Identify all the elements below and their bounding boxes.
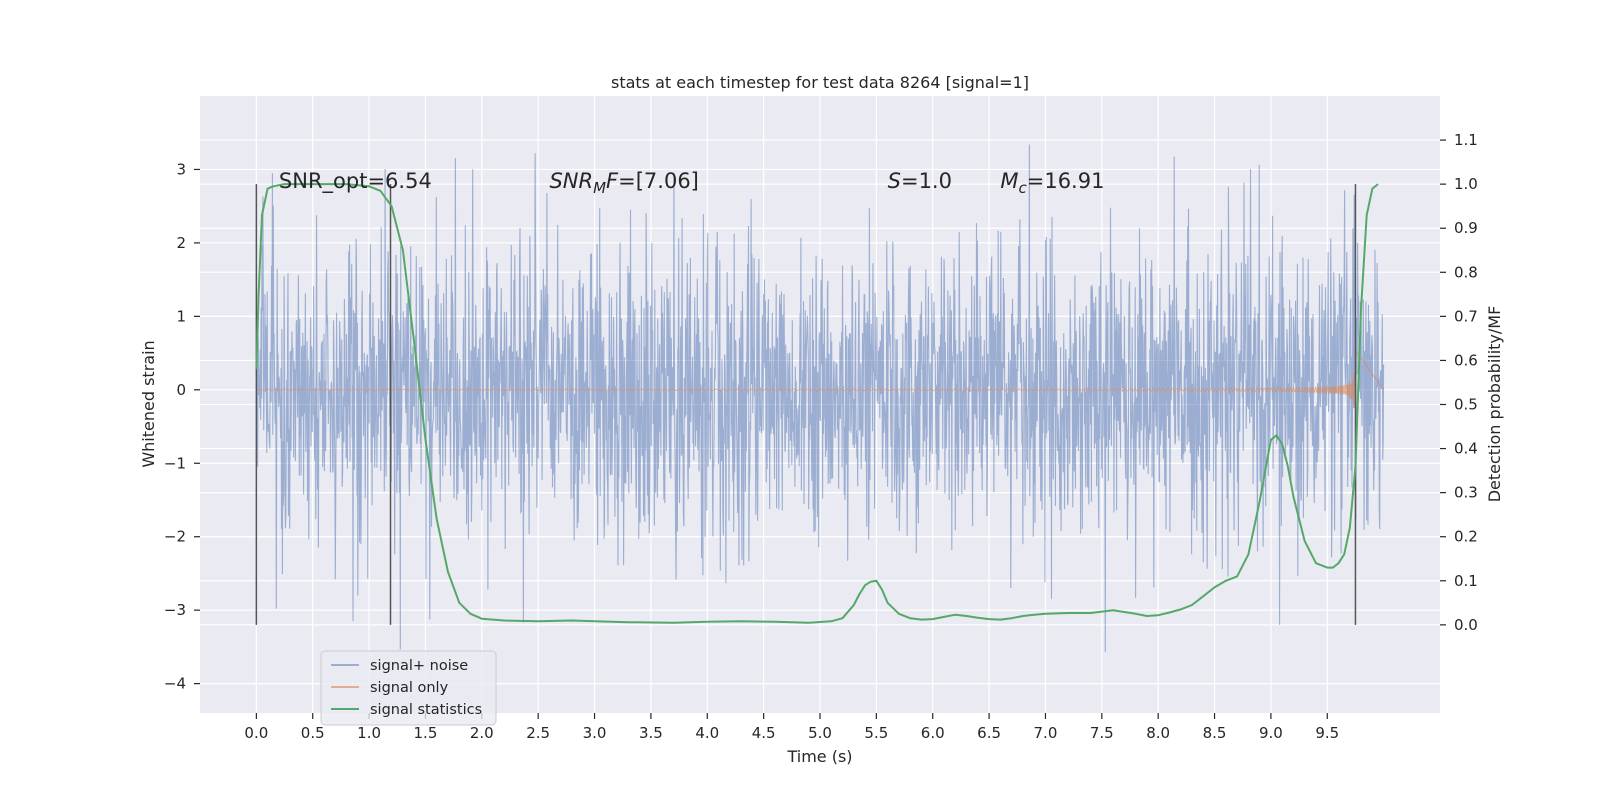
y-tick-label-right: 0.4 — [1454, 440, 1478, 458]
y-tick-label-right: 0.9 — [1454, 219, 1478, 237]
y-tick-label-right: 0.3 — [1454, 484, 1478, 502]
legend-box — [320, 650, 497, 726]
y-tick-label-left: 0 — [176, 381, 186, 399]
x-tick-label: 3.0 — [583, 724, 607, 742]
x-tick-label: 0.0 — [244, 724, 268, 742]
x-tick-label: 1.5 — [414, 724, 438, 742]
y-tick-label-right: 0.0 — [1454, 616, 1478, 634]
x-tick-label: 9.5 — [1315, 724, 1339, 742]
statistics-line — [255, 183, 1379, 624]
x-tick-label: 4.0 — [695, 724, 719, 742]
y-tick-label-right: 0.1 — [1454, 572, 1478, 590]
x-tick-label: 5.5 — [864, 724, 888, 742]
legend: signal+ noise signal only signal statist… — [320, 650, 497, 726]
annotations: SNR_opt=6.54 SNRMF=[7.06] S=1.0 Mc=16.91 — [279, 169, 1105, 197]
x-tick-label: 5.0 — [808, 724, 832, 742]
legend-label-signal-statistics: signal statistics — [370, 702, 482, 718]
y-tick-label-right: 0.2 — [1454, 528, 1478, 546]
x-tick-label: 6.0 — [921, 724, 945, 742]
x-tick-label: 7.0 — [1034, 724, 1058, 742]
y-tick-label-right: 0.7 — [1454, 307, 1478, 325]
x-tick-label: 6.5 — [977, 724, 1001, 742]
signal-only-series — [256, 349, 1385, 408]
noise-series — [255, 144, 1385, 653]
y-tick-label-left: 2 — [176, 234, 186, 252]
y-tick-label-left: −3 — [164, 601, 186, 619]
legend-label-signal-noise: signal+ noise — [370, 658, 468, 674]
x-tick-label: 1.0 — [357, 724, 381, 742]
x-tick-label: 0.5 — [301, 724, 325, 742]
y-tick-label-left: −1 — [164, 454, 186, 472]
x-tick-label: 2.5 — [526, 724, 550, 742]
y-tick-label-left: 1 — [176, 307, 186, 325]
event-markers — [255, 184, 1357, 625]
x-tick-label: 4.5 — [752, 724, 776, 742]
x-tick-label: 7.5 — [1090, 724, 1114, 742]
chirp-trace — [256, 349, 1385, 408]
x-tick-label: 8.5 — [1203, 724, 1227, 742]
chart-title: stats at each timestep for test data 826… — [611, 73, 1029, 92]
y-tick-label-right: 0.8 — [1454, 263, 1478, 281]
axis-ticks: 0.0 0.5 1.0 1.5 2.0 2.5 3.0 3.5 4.0 4.5 5.0 5.5 6.0 6… — [164, 131, 1478, 742]
y-tick-label-right: 1.0 — [1454, 175, 1478, 193]
y-axis-label-right: Detection probability/MF — [1485, 306, 1504, 503]
annotation-text: Mc=16.91 — [1000, 169, 1104, 197]
y-axis-label-left: Whitened strain — [139, 340, 158, 467]
x-tick-label: 2.0 — [470, 724, 494, 742]
y-tick-label-right: 1.1 — [1454, 131, 1478, 149]
signal-statistics-series — [255, 183, 1379, 624]
legend-label-signal-only: signal only — [370, 680, 449, 696]
y-tick-label-right: 0.5 — [1454, 396, 1478, 414]
y-tick-label-left: −4 — [164, 675, 186, 693]
y-tick-label-right: 0.6 — [1454, 351, 1478, 369]
annotation-text: SNRMF=[7.06] — [549, 169, 698, 197]
x-tick-label: 3.5 — [639, 724, 663, 742]
annotation-text: SNR_opt=6.54 — [279, 169, 432, 194]
x-axis-label: Time (s) — [786, 747, 852, 766]
noise-trace — [255, 144, 1385, 653]
y-tick-label-left: −2 — [164, 528, 186, 546]
x-tick-label: 9.0 — [1259, 724, 1283, 742]
y-tick-label-left: 3 — [176, 160, 186, 178]
x-tick-label: 8.0 — [1146, 724, 1170, 742]
annotation-text: S=1.0 — [888, 169, 952, 193]
